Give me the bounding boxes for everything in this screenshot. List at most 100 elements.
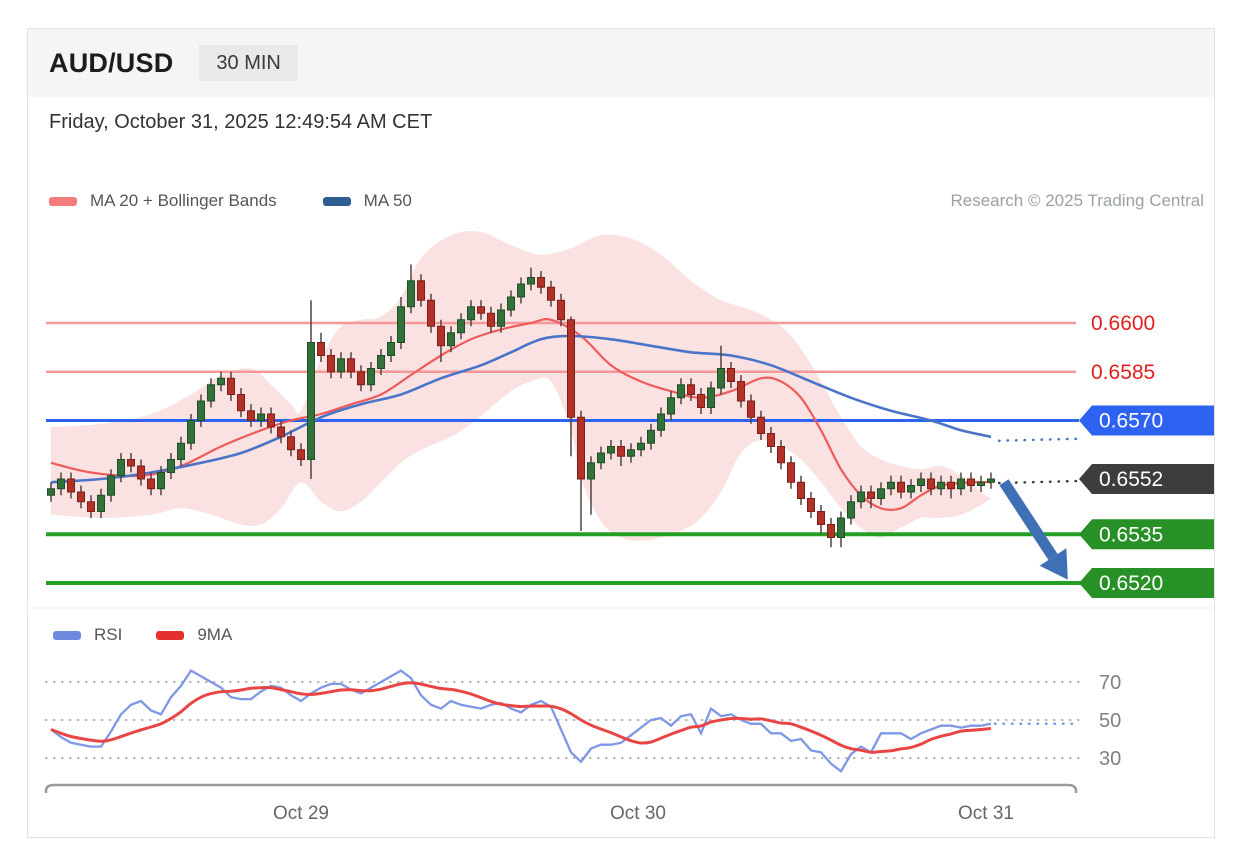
candle-body (237, 394, 245, 412)
rsi-tick-label: 70 (1099, 672, 1121, 694)
candle-body (377, 355, 385, 369)
candle-body (57, 478, 65, 490)
candle-body (97, 494, 105, 512)
candle-body (627, 449, 635, 457)
candle-body (797, 481, 805, 499)
candle-body (757, 416, 765, 434)
rsi-9ma-label: 9MA (197, 625, 233, 644)
last-price-projection (997, 479, 1081, 485)
candle-body (717, 368, 725, 389)
candle-body (537, 277, 545, 288)
candle-body (217, 377, 225, 386)
candle-body (747, 400, 755, 418)
candle-body (157, 472, 165, 490)
candle-body (437, 325, 445, 347)
legend-item-rsi: RSI (53, 625, 122, 645)
symbol-title: AUD/USD (49, 47, 174, 78)
candle-body (897, 481, 905, 493)
candle-body (987, 478, 995, 483)
x-axis-line (44, 783, 1078, 793)
candle-body (457, 319, 465, 334)
candle-body (197, 400, 205, 421)
candle-body (417, 280, 425, 301)
candle-body (637, 442, 645, 451)
candle-body (117, 459, 125, 477)
candle-body (267, 413, 275, 428)
candle-body (47, 488, 55, 496)
rsi-9ma-swatch (156, 630, 185, 640)
candle-body (307, 342, 315, 460)
candle-body (507, 296, 515, 311)
forecast-arrow-shaft (999, 479, 1058, 561)
candle-body (567, 319, 575, 418)
candle-body (827, 524, 835, 538)
ma50-swatch (322, 196, 351, 206)
candle-body (867, 491, 875, 499)
rsi-swatch (53, 630, 81, 640)
candle-body (957, 478, 965, 490)
candle-body (547, 286, 555, 301)
candle-body (207, 384, 215, 402)
candle-body (917, 478, 925, 486)
candle-body (77, 491, 85, 503)
candle-body (767, 433, 775, 447)
candle-body (347, 358, 355, 373)
rsi-9ma-line (50, 681, 992, 754)
candle-body (527, 277, 535, 285)
timeframe-badge[interactable]: 30 MIN (199, 45, 298, 81)
candle-body (257, 413, 265, 421)
candle-body (327, 355, 335, 373)
candle-body (317, 342, 325, 356)
candle-body (837, 517, 845, 538)
candle-body (667, 397, 675, 415)
candle-body (357, 371, 365, 386)
candle-body (967, 478, 975, 486)
resistance-price-label: 0.6600 (1091, 312, 1155, 335)
rsi-tick-label: 30 (1099, 748, 1121, 770)
candle-body (287, 436, 295, 451)
candle-body (947, 481, 955, 490)
candle-body (177, 442, 185, 460)
legend-item-ma50: MA 50 (322, 191, 412, 211)
price-badge (1079, 519, 1214, 550)
price-badge (1079, 464, 1214, 494)
main-price-chart: 0.6600 0.6585 0.6570 0.6552 0.6535 0.6520 (28, 231, 1216, 609)
candle-body (447, 332, 455, 347)
price-badge (1079, 405, 1214, 436)
candle-body (297, 449, 305, 460)
candle-body (587, 462, 595, 480)
candle-body (887, 481, 895, 490)
candle-body (707, 387, 715, 408)
x-axis-label: Oct 31 (958, 803, 1014, 824)
price-badge-label: 0.6552 (1099, 468, 1163, 491)
candle-body (877, 488, 885, 499)
candle-body (597, 452, 605, 464)
candle-body (247, 410, 255, 421)
card-header: AUD/USD 30 MIN (28, 29, 1214, 97)
ma20-bollinger-swatch (49, 196, 77, 206)
candle-body (697, 394, 705, 408)
candle-body (427, 299, 435, 327)
candle-body (477, 306, 485, 314)
candle-body (687, 384, 695, 395)
x-axis-label: Oct 30 (610, 803, 666, 824)
candle-body (137, 465, 145, 480)
candle-body (907, 485, 915, 493)
candle-body (407, 280, 415, 308)
candle-body (677, 384, 685, 399)
candle-body (577, 416, 585, 480)
candle-body (187, 420, 195, 444)
candle-body (727, 368, 735, 382)
candle-body (277, 426, 285, 438)
candle-body (67, 478, 75, 493)
candle-body (977, 481, 985, 486)
price-badge-label: 0.6570 (1099, 410, 1163, 433)
forecast-arrow-head (1039, 548, 1068, 580)
candle-body (227, 377, 235, 395)
candle-body (657, 413, 665, 431)
candle-body (817, 511, 825, 525)
resistance-price-label: 0.6585 (1091, 361, 1155, 384)
candle-body (107, 475, 115, 496)
bollinger-band (51, 231, 991, 541)
candle-body (617, 446, 625, 457)
